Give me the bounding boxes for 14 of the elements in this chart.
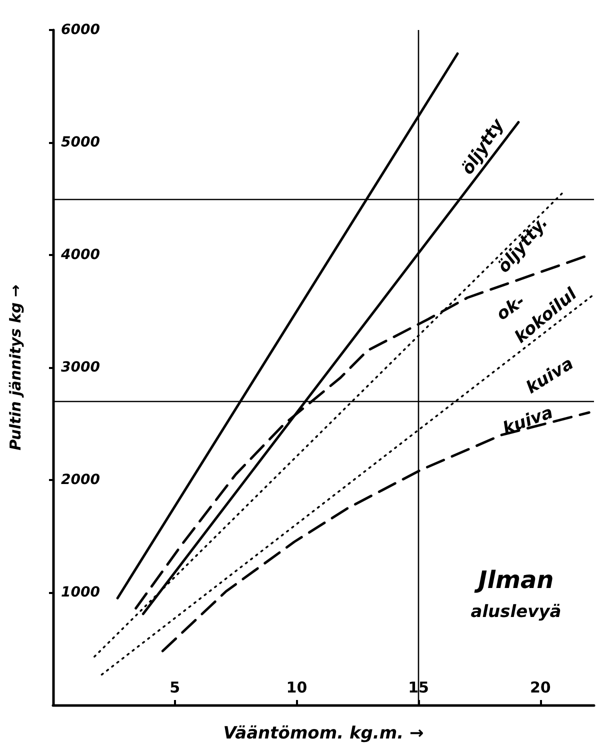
x-tick-label: 10 (286, 678, 308, 696)
x-axis-title: Vääntömom. kg.m. → (223, 724, 424, 744)
y-axis-title: Pultin jännitys kg → (6, 284, 24, 450)
y-tick-label: 4000 (60, 247, 100, 263)
annotation: Jlman (474, 566, 554, 594)
y-tick-label: 5000 (61, 134, 100, 150)
y-tick-label: 2000 (61, 472, 100, 488)
annotation: aluslevyä (470, 602, 562, 622)
x-tick-label: 20 (530, 678, 551, 696)
y-tick-label: 6000 (61, 22, 100, 38)
y-tick-label: 1000 (61, 584, 100, 600)
annotation: kuiva (500, 402, 556, 440)
x-tick-label: 5 (170, 678, 180, 696)
y-tick-label: 3000 (61, 360, 100, 376)
